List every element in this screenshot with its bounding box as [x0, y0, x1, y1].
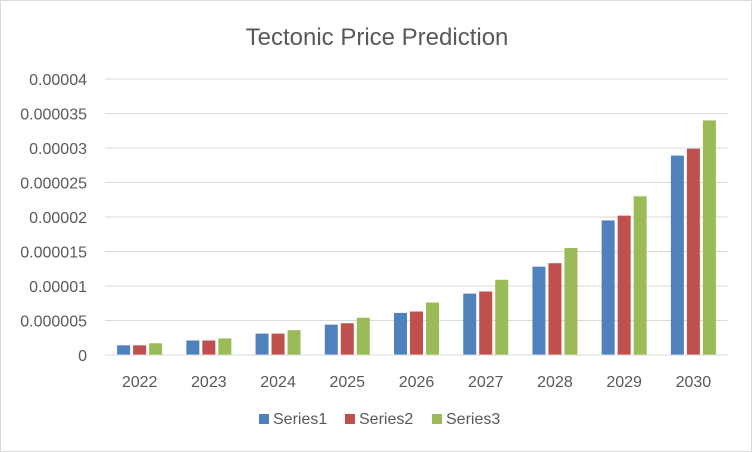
bar-series3-2023 — [218, 338, 232, 355]
x-tick-label: 2025 — [329, 374, 365, 391]
bar-series2-2026 — [410, 311, 423, 355]
bar-series1-2030 — [670, 155, 684, 355]
legend: Series1 Series2 Series3 — [259, 411, 500, 428]
bar-series2-2028 — [548, 263, 562, 355]
bar-series2-2022 — [133, 345, 147, 355]
x-tick-label: 2023 — [191, 374, 227, 391]
bar-series2-2023 — [202, 340, 216, 355]
bar-series1-2028 — [532, 266, 546, 355]
gridlines — [105, 78, 728, 321]
legend-label-series1: Series1 — [273, 411, 327, 428]
bar-series1-2025 — [324, 324, 338, 355]
bar-series1-2022 — [117, 345, 131, 355]
x-tick-label: 2028 — [537, 374, 573, 391]
bar-series2-2029 — [617, 215, 631, 355]
y-axis-ticks: 0 0.000005 0.00001 0.000015 0.00002 0.000025 0… — [20, 72, 87, 365]
x-tick-label: 2022 — [122, 374, 158, 391]
bar-series2-2030 — [686, 148, 700, 355]
x-tick-label: 2030 — [676, 374, 712, 391]
bar-series3-2022 — [149, 343, 163, 355]
bar-series1-2026 — [394, 312, 407, 355]
bar-series2-2025 — [340, 323, 354, 355]
chart-title: Tectonic Price Prediction — [246, 24, 509, 51]
y-tick-label: 0.000015 — [20, 245, 87, 262]
bar-series1-2027 — [463, 293, 477, 355]
bar-series3-2028 — [564, 248, 578, 355]
y-tick-label: 0.000035 — [20, 107, 87, 124]
bar-series3-2025 — [356, 317, 370, 355]
y-tick-label: 0.000025 — [20, 176, 87, 193]
legend-swatch-series1 — [259, 414, 269, 424]
x-tick-label: 2024 — [260, 374, 296, 391]
bar-series2-2027 — [479, 291, 493, 355]
y-tick-label: 0.00004 — [29, 72, 87, 89]
legend-swatch-series2 — [345, 414, 355, 424]
legend-swatch-series3 — [432, 414, 442, 424]
y-tick-label: 0.00002 — [29, 210, 87, 227]
bar-series1-2024 — [255, 333, 269, 355]
y-tick-label: 0.00001 — [29, 279, 87, 296]
bar-series3-2030 — [702, 120, 716, 356]
x-tick-label: 2026 — [399, 374, 435, 391]
legend-label-series2: Series2 — [359, 411, 413, 428]
y-tick-label: 0.00003 — [29, 141, 87, 158]
legend-label-series3: Series3 — [446, 411, 500, 428]
bar-series1-2023 — [186, 340, 200, 355]
bar-series3-2026 — [426, 302, 439, 355]
bar-series2-2024 — [271, 333, 285, 355]
bar-series1-2029 — [601, 220, 615, 355]
y-tick-label: 0 — [78, 348, 87, 365]
x-tick-label: 2029 — [606, 374, 642, 391]
bar-series3-2027 — [495, 279, 509, 355]
bar-series3-2029 — [633, 196, 647, 355]
x-axis-ticks: 2022 2023 2024 2025 2026 2027 2028 2029 2030 — [122, 374, 711, 391]
bar-series3-2024 — [287, 330, 301, 355]
bars — [117, 120, 716, 356]
x-tick-label: 2027 — [468, 374, 504, 391]
y-tick-label: 0.000005 — [20, 314, 87, 331]
